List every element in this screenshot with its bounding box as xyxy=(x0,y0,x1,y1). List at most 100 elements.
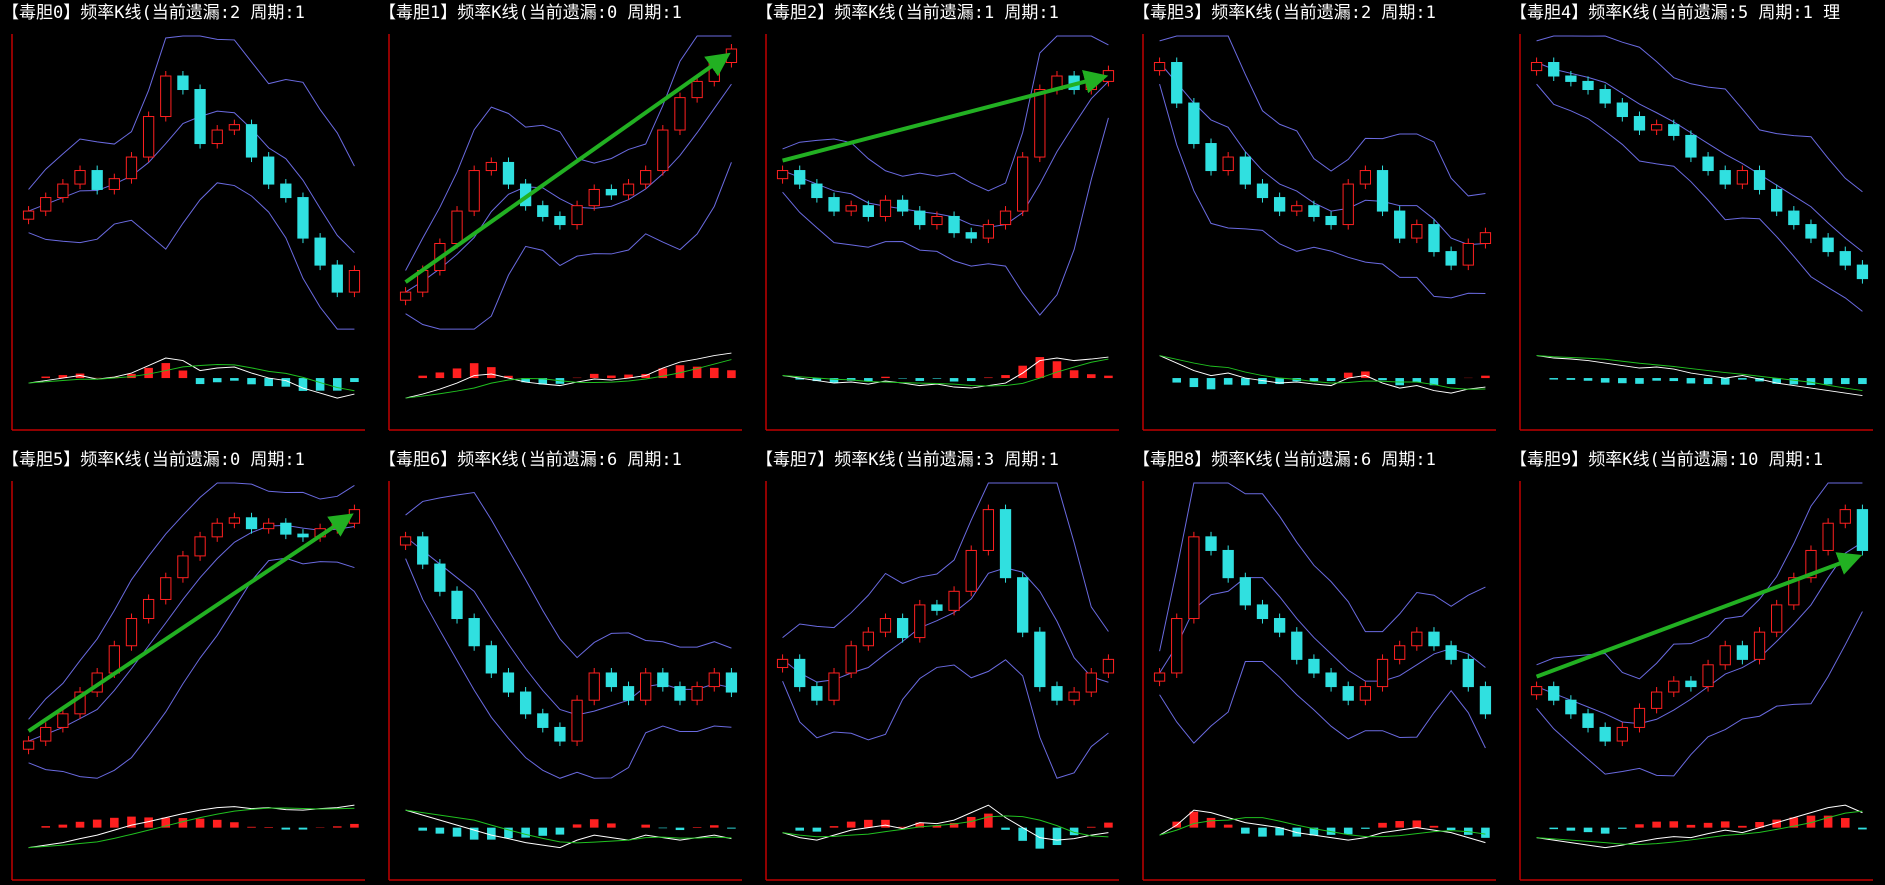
indicator-bar xyxy=(1600,378,1610,383)
indicator-bar xyxy=(1549,827,1559,830)
indicator-bar xyxy=(1069,827,1079,836)
candle xyxy=(1308,658,1320,674)
indicator-green xyxy=(782,358,1109,387)
indicator-bar xyxy=(1361,371,1370,379)
indicator-bar xyxy=(1703,378,1713,385)
candle xyxy=(451,210,463,244)
panel-title: 【毒胆4】频率K线(当前遗漏:5 周期:1 理 xyxy=(1510,3,1840,23)
indicator-white xyxy=(782,804,1109,841)
candle xyxy=(965,549,977,592)
indicator-bar xyxy=(1635,824,1644,828)
band-line xyxy=(28,35,355,190)
band-line xyxy=(782,482,1109,638)
indicator-bar xyxy=(692,366,702,379)
indicator-bar xyxy=(1858,827,1867,830)
indicator-bar xyxy=(795,378,805,380)
indicator-bar xyxy=(230,378,239,381)
indicator-bar xyxy=(1223,378,1233,385)
candle xyxy=(125,618,138,647)
candle xyxy=(1188,536,1200,620)
candle xyxy=(1273,197,1286,212)
candle xyxy=(588,672,600,701)
candle xyxy=(845,205,857,212)
panel: 【毒胆2】频率K线(当前遗漏:1 周期:1 xyxy=(756,3,1119,431)
band-line xyxy=(782,81,1109,228)
indicator-bar xyxy=(658,827,668,829)
candle xyxy=(931,215,943,226)
indicator-bar xyxy=(435,372,445,379)
candle xyxy=(1548,686,1560,701)
indicator-bar xyxy=(504,375,513,379)
indicator-bar xyxy=(864,378,873,382)
indicator-bar xyxy=(675,365,685,379)
band-line xyxy=(405,35,732,271)
candle xyxy=(605,672,618,688)
indicator-bar xyxy=(881,376,890,379)
candle xyxy=(22,740,35,750)
candle xyxy=(1325,215,1337,226)
indicator-bar xyxy=(1823,815,1833,828)
candle xyxy=(1068,691,1080,701)
candle xyxy=(74,691,86,715)
candle xyxy=(896,618,909,639)
indicator-bar xyxy=(607,375,616,379)
candle xyxy=(314,237,326,266)
candle xyxy=(228,124,241,131)
candle xyxy=(297,533,309,538)
indicator-bar xyxy=(846,821,856,828)
candle xyxy=(571,205,583,226)
indicator-bar xyxy=(161,817,171,828)
candle xyxy=(1205,143,1217,172)
panel-title: 【毒胆0】频率K线(当前遗漏:2 周期:1 xyxy=(2,3,305,23)
band-line xyxy=(1536,83,1863,312)
candle xyxy=(588,188,600,207)
band-line xyxy=(28,182,355,330)
candle xyxy=(1788,210,1800,226)
candle xyxy=(1239,577,1251,606)
indicator-bar xyxy=(127,373,136,379)
indicator-bar xyxy=(41,826,51,828)
indicator-bar xyxy=(1703,822,1713,828)
candle xyxy=(1633,707,1646,728)
indicator-bar xyxy=(1720,378,1730,385)
candle xyxy=(999,509,1012,579)
candle xyxy=(1530,62,1543,72)
indicator-white xyxy=(1536,804,1863,849)
candle xyxy=(1839,509,1851,524)
candle xyxy=(22,210,35,220)
candle xyxy=(211,522,223,538)
indicator-bar xyxy=(1343,372,1353,379)
indicator-bar xyxy=(864,819,873,828)
candle xyxy=(194,536,206,557)
indicator-bar xyxy=(469,363,479,379)
candle xyxy=(399,291,412,301)
indicator-bar xyxy=(812,827,822,832)
candle xyxy=(1239,156,1251,185)
trend-arrow xyxy=(1535,552,1863,679)
indicator-bar xyxy=(1052,361,1062,379)
candle xyxy=(1565,75,1577,82)
indicator-bar xyxy=(932,378,942,379)
indicator-bar xyxy=(350,823,359,828)
trend-arrow xyxy=(27,513,354,733)
candle xyxy=(640,672,652,701)
candle xyxy=(1376,658,1389,688)
indicator-bar xyxy=(1104,375,1113,379)
indicator-bar xyxy=(795,827,805,831)
candle xyxy=(1582,80,1594,91)
candle xyxy=(1650,124,1663,131)
indicator-bar xyxy=(1583,827,1593,833)
candle xyxy=(1479,232,1492,244)
candle xyxy=(194,89,206,145)
indicator-bar xyxy=(452,368,462,379)
panel-title: 【毒胆3】频率K线(当前遗漏:2 周期:1 xyxy=(1133,3,1436,23)
candle xyxy=(1017,156,1029,212)
indicator-bar xyxy=(1446,378,1456,385)
band-line xyxy=(1159,35,1486,197)
candle xyxy=(1153,672,1166,682)
candle xyxy=(1428,631,1440,647)
candle xyxy=(914,604,926,639)
candle xyxy=(640,170,652,185)
panel-title: 【毒胆5】频率K线(当前遗漏:0 周期:1 xyxy=(2,450,305,470)
